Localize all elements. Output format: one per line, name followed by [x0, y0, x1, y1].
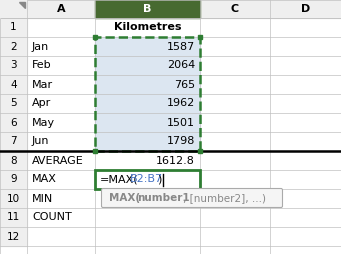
Text: 765: 765: [174, 80, 195, 89]
Text: 1: 1: [10, 23, 17, 33]
Text: C: C: [231, 4, 239, 14]
Bar: [95, 94, 200, 113]
Bar: [198, 35, 202, 39]
Bar: [0, 132, 27, 151]
Bar: [95, 37, 200, 151]
Bar: [95, 132, 200, 151]
Bar: [0, 227, 27, 246]
Bar: [95, 170, 200, 189]
Bar: [95, 113, 200, 132]
Bar: [0, 189, 27, 208]
Bar: [93, 35, 97, 39]
Text: 6: 6: [10, 118, 17, 128]
Text: 1587: 1587: [167, 41, 195, 52]
Bar: [95, 75, 200, 94]
Text: 1798: 1798: [167, 136, 195, 147]
Text: 1962: 1962: [167, 99, 195, 108]
Bar: [0, 113, 27, 132]
Text: ): ): [157, 174, 161, 184]
Text: 1501: 1501: [167, 118, 195, 128]
Text: Kilometres: Kilometres: [114, 23, 181, 33]
Text: B2:B7: B2:B7: [130, 174, 163, 184]
Text: 4: 4: [10, 80, 17, 89]
Bar: [95, 0, 200, 18]
Bar: [95, 56, 200, 75]
Text: 1612.8: 1612.8: [156, 155, 195, 166]
Text: COUNT: COUNT: [32, 213, 72, 223]
Text: MAX(: MAX(: [109, 193, 140, 203]
Text: MAX: MAX: [32, 174, 57, 184]
Bar: [95, 37, 200, 56]
Text: 9: 9: [10, 174, 17, 184]
Bar: [0, 75, 27, 94]
Text: Jan: Jan: [32, 41, 49, 52]
Text: 2: 2: [10, 41, 17, 52]
Text: Apr: Apr: [32, 99, 51, 108]
Text: D: D: [301, 4, 310, 14]
Text: 8: 8: [10, 155, 17, 166]
Text: 3: 3: [10, 60, 17, 71]
Text: MIN: MIN: [32, 194, 53, 203]
Bar: [198, 149, 202, 153]
Text: 5: 5: [10, 99, 17, 108]
Bar: [0, 37, 27, 56]
Text: 7: 7: [10, 136, 17, 147]
Text: 11: 11: [7, 213, 20, 223]
Text: 2064: 2064: [167, 60, 195, 71]
Text: 12: 12: [7, 231, 20, 242]
Bar: [0, 18, 27, 37]
Bar: [0, 0, 341, 18]
Text: Feb: Feb: [32, 60, 51, 71]
Polygon shape: [19, 2, 25, 8]
Text: Jun: Jun: [32, 136, 49, 147]
Bar: [0, 170, 27, 189]
Text: number1: number1: [137, 193, 190, 203]
Bar: [0, 94, 27, 113]
Text: =MAX(: =MAX(: [100, 174, 139, 184]
Text: B: B: [143, 4, 152, 14]
Bar: [93, 149, 97, 153]
Bar: [0, 208, 27, 227]
Polygon shape: [0, 0, 27, 18]
Bar: [0, 56, 27, 75]
Text: , [number2], ...): , [number2], ...): [183, 193, 266, 203]
Text: Mar: Mar: [32, 80, 53, 89]
Text: May: May: [32, 118, 55, 128]
Text: A: A: [57, 4, 65, 14]
Bar: [0, 151, 27, 170]
Text: 10: 10: [7, 194, 20, 203]
Text: AVERAGE: AVERAGE: [32, 155, 84, 166]
FancyBboxPatch shape: [102, 188, 282, 208]
